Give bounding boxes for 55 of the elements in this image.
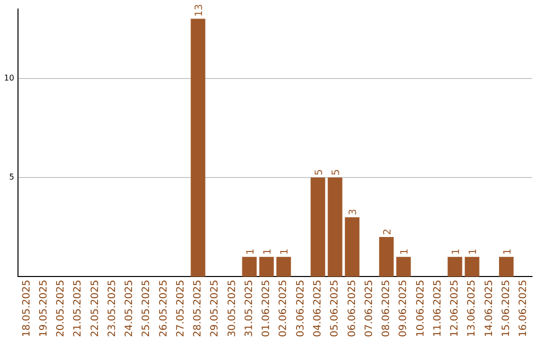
x-tick-label: 05.06.2025 [330,280,341,338]
x-tick-label: 31.05.2025 [244,280,255,338]
data-label: 5 [314,169,325,176]
x-tick-label: 08.06.2025 [381,280,392,338]
x-tick-label: 24.05.2025 [124,280,136,338]
x-tick-label: 13.06.2025 [466,280,478,338]
x-tick-label: 21.05.2025 [72,280,84,338]
bar [499,256,514,277]
y-tick-label: 10 [4,73,14,82]
x-tick-label: 23.05.2025 [106,280,118,338]
x-tick-label: 02.06.2025 [278,280,290,338]
x-tick-label: 04.06.2025 [312,280,324,338]
x-tick-label: 09.06.2025 [398,280,410,338]
x-tick-label: 27.05.2025 [175,280,186,338]
bar [448,256,462,277]
bar [259,256,274,277]
x-tick-label: 26.05.2025 [158,280,170,338]
bar [344,217,360,277]
x-tick-label: 12.06.2025 [450,280,461,338]
x-tick-label: 25.05.2025 [141,280,152,338]
data-label: 1 [262,248,274,255]
data-label: 2 [382,228,394,236]
x-tick-label: 11.06.2025 [432,280,444,338]
x-tick-label: 01.06.2025 [261,280,272,338]
bar [242,256,257,277]
data-label: 1 [280,248,291,255]
data-label: 13 [194,4,206,17]
x-tick-label: 20.05.2025 [56,280,67,338]
data-label: 3 [348,208,360,216]
x-tick-label: 15.06.2025 [500,280,512,338]
bar [379,237,394,277]
bar [276,256,291,277]
x-tick-label: 22.05.2025 [90,280,101,338]
data-label: 1 [502,248,514,255]
x-tick-label: 10.06.2025 [415,280,426,338]
x-tick-label: 03.06.2025 [295,280,306,338]
bar [328,178,342,277]
bar [464,256,480,277]
x-tick-label: 07.06.2025 [364,280,375,338]
data-label: 1 [245,248,256,255]
data-label: 1 [468,248,480,255]
x-tick-label: 30.05.2025 [226,280,238,338]
data-label: 1 [450,248,462,255]
data-label: 5 [331,169,342,176]
x-tick-label: 16.06.2025 [518,280,530,338]
x-tick-label: 28.05.2025 [192,280,204,338]
x-tick-label: 06.06.2025 [346,280,358,338]
x-tick-label: 29.05.2025 [210,280,221,338]
bar [310,178,326,277]
x-tick-label: 18.05.2025 [21,280,32,338]
bar [396,256,411,277]
x-tick-label: 19.05.2025 [38,280,50,338]
x-tick-label: 14.06.2025 [484,280,495,338]
data-label: 1 [400,248,411,255]
bar [190,18,206,277]
